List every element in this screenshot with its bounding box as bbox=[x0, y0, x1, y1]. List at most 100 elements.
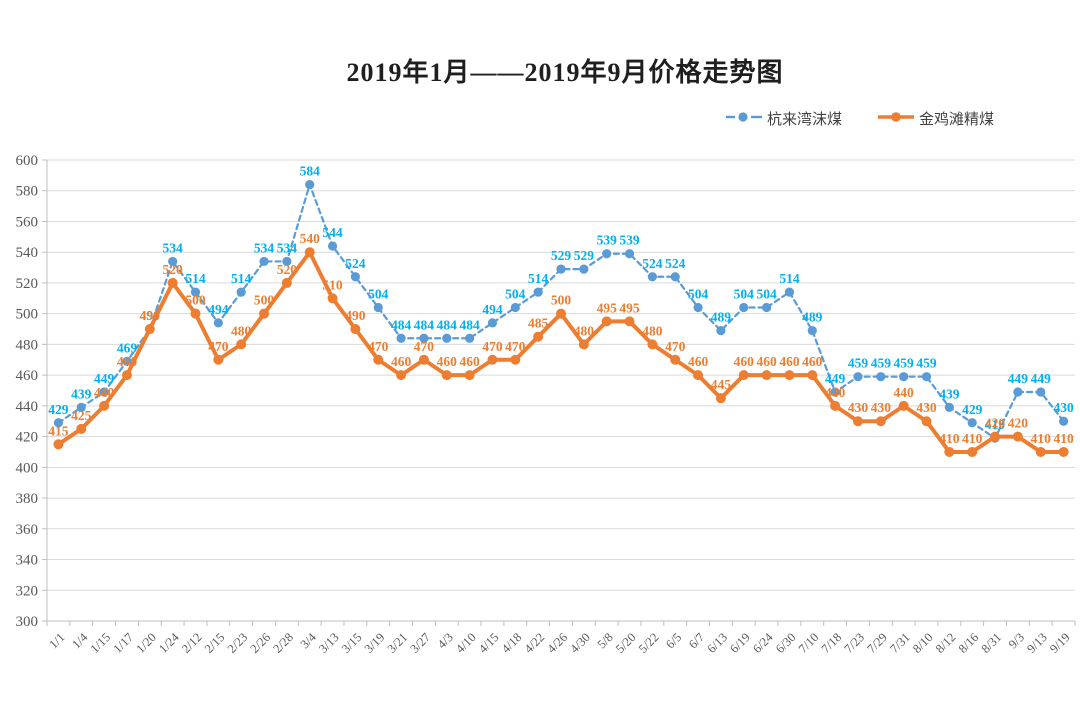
data-point-0 bbox=[853, 372, 863, 382]
data-point-1 bbox=[487, 354, 498, 365]
data-point-0 bbox=[236, 287, 246, 297]
x-axis-label: 2/26 bbox=[248, 630, 274, 656]
x-axis-label: 4/15 bbox=[476, 630, 502, 656]
chart-legend: 杭来湾沫煤 金鸡滩精煤 bbox=[726, 108, 994, 129]
legend-item-hanglaiwan[interactable]: 杭来湾沫煤 bbox=[726, 108, 842, 129]
data-point-0 bbox=[716, 325, 726, 336]
data-point-0 bbox=[1036, 387, 1046, 397]
data-point-0 bbox=[533, 287, 543, 297]
data-label-0: 429 bbox=[48, 402, 69, 417]
data-point-0 bbox=[190, 287, 201, 297]
x-axis-label: 3/4 bbox=[298, 630, 320, 652]
data-point-1 bbox=[990, 431, 1001, 442]
solid-line-marker-icon bbox=[878, 110, 915, 128]
x-axis-label: 6/7 bbox=[686, 630, 707, 651]
data-label-0: 529 bbox=[574, 248, 595, 263]
y-axis-label: 380 bbox=[16, 491, 39, 507]
data-point-1 bbox=[190, 308, 201, 319]
data-label-1: 520 bbox=[277, 262, 298, 277]
data-label-0: 484 bbox=[459, 317, 480, 332]
data-point-1 bbox=[921, 416, 932, 427]
data-label-1: 430 bbox=[848, 400, 869, 415]
x-axis-label: 2/23 bbox=[225, 630, 251, 656]
x-axis-label: 9/3 bbox=[1006, 630, 1027, 651]
data-label-1: 425 bbox=[71, 408, 92, 423]
x-axis-label: 6/24 bbox=[750, 630, 776, 656]
y-axis-label: 400 bbox=[16, 460, 39, 476]
data-label-0: 484 bbox=[391, 317, 412, 332]
x-axis-label: 2/15 bbox=[202, 630, 228, 656]
data-label-1: 460 bbox=[437, 354, 458, 369]
data-label-0: 504 bbox=[688, 287, 709, 302]
data-point-0 bbox=[99, 387, 109, 397]
data-label-0: 514 bbox=[528, 271, 549, 286]
legend-item-jinjitan[interactable]: 金鸡滩精煤 bbox=[878, 108, 994, 129]
data-label-0: 469 bbox=[117, 340, 138, 355]
data-label-0: 534 bbox=[254, 240, 275, 255]
data-point-1 bbox=[167, 277, 178, 288]
dashed-line-marker-icon bbox=[726, 110, 762, 128]
data-point-1 bbox=[807, 370, 818, 381]
data-point-0 bbox=[807, 325, 817, 336]
x-axis-label: 6/13 bbox=[704, 630, 730, 656]
data-label-1: 410 bbox=[962, 431, 983, 446]
x-axis-label: 8/31 bbox=[979, 630, 1005, 656]
data-label-0: 514 bbox=[185, 271, 206, 286]
data-point-1 bbox=[281, 277, 292, 288]
data-point-1 bbox=[1058, 446, 1069, 457]
data-point-1 bbox=[944, 446, 955, 457]
data-label-1: 480 bbox=[642, 323, 663, 338]
x-axis-label: 8/12 bbox=[933, 630, 959, 656]
x-axis-label: 4/22 bbox=[522, 630, 548, 656]
data-point-0 bbox=[282, 256, 292, 267]
data-point-1 bbox=[121, 370, 132, 381]
data-label-0: 534 bbox=[277, 240, 298, 255]
x-axis-label: 6/30 bbox=[773, 630, 799, 656]
data-label-1: 480 bbox=[574, 323, 595, 338]
data-label-0: 504 bbox=[505, 287, 526, 302]
data-label-1: 460 bbox=[688, 354, 709, 369]
data-label-1: 495 bbox=[597, 300, 618, 315]
data-label-1: 470 bbox=[665, 339, 686, 354]
data-label-1: 460 bbox=[779, 354, 800, 369]
x-axis-label: 8/10 bbox=[910, 630, 936, 656]
x-axis-label: 3/19 bbox=[362, 630, 388, 656]
data-label-1: 470 bbox=[368, 339, 389, 354]
data-label-0: 449 bbox=[94, 371, 115, 386]
data-point-0 bbox=[76, 402, 86, 413]
data-label-0: 494 bbox=[208, 302, 229, 317]
data-point-0 bbox=[327, 241, 338, 251]
data-label-0: 504 bbox=[734, 287, 755, 302]
y-axis-label: 540 bbox=[16, 245, 39, 261]
data-label-0: 459 bbox=[848, 356, 869, 371]
x-axis-label: 6/5 bbox=[663, 630, 684, 651]
data-label-1: 430 bbox=[871, 400, 892, 415]
data-point-1 bbox=[875, 416, 886, 427]
data-label-1: 470 bbox=[208, 339, 229, 354]
y-axis-label: 500 bbox=[16, 307, 39, 323]
data-label-1: 445 bbox=[711, 377, 732, 392]
data-label-1: 440 bbox=[894, 385, 915, 400]
data-label-1: 500 bbox=[551, 293, 572, 308]
data-point-1 bbox=[1035, 446, 1046, 457]
data-point-1 bbox=[784, 370, 795, 381]
data-point-1 bbox=[533, 331, 544, 342]
y-axis-label: 480 bbox=[16, 337, 39, 353]
data-point-1 bbox=[693, 370, 704, 381]
y-axis-label: 320 bbox=[16, 583, 39, 599]
data-point-1 bbox=[327, 293, 338, 304]
y-axis-label: 520 bbox=[16, 276, 39, 292]
y-axis-label: 600 bbox=[16, 153, 39, 169]
data-label-0: 504 bbox=[368, 287, 389, 302]
x-axis-label: 1/20 bbox=[133, 630, 159, 656]
data-label-1: 490 bbox=[140, 308, 161, 323]
y-axis-label: 560 bbox=[16, 214, 39, 230]
data-label-0: 459 bbox=[871, 356, 892, 371]
data-point-1 bbox=[213, 354, 224, 365]
data-point-0 bbox=[784, 287, 795, 297]
data-point-0 bbox=[602, 249, 612, 259]
data-point-0 bbox=[396, 333, 406, 343]
x-axis-label: 5/8 bbox=[595, 630, 616, 651]
data-point-0 bbox=[465, 333, 475, 343]
data-label-0: 439 bbox=[71, 386, 92, 401]
